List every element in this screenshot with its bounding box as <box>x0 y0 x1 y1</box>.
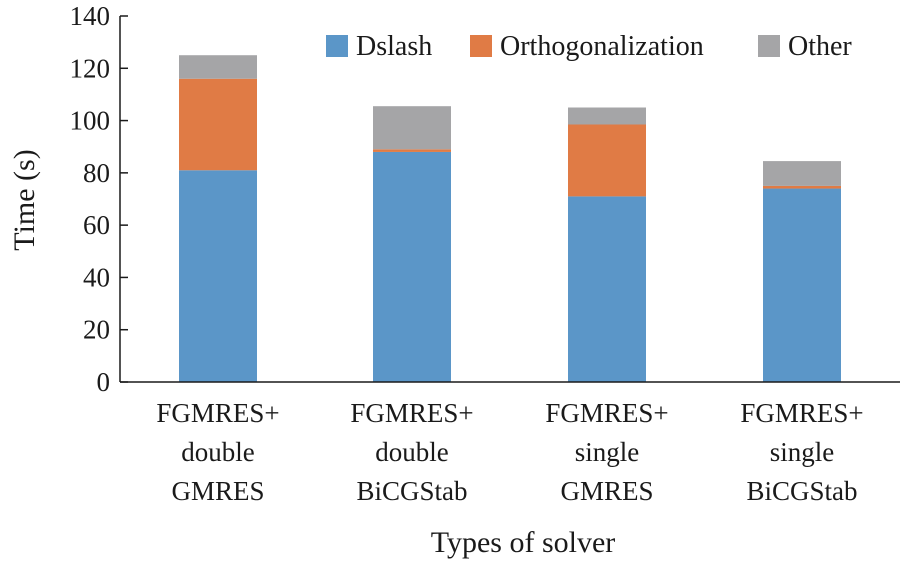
y-tick-label: 100 <box>70 106 111 136</box>
y-tick-label: 80 <box>83 158 110 188</box>
x-category-label: FGMRES+ <box>545 398 668 428</box>
y-tick-label: 20 <box>83 315 110 345</box>
bar-segment-dslash <box>568 196 646 382</box>
bar-segment-dslash <box>373 151 451 382</box>
y-axis-title: Time (s) <box>8 149 41 250</box>
legend-label-dslash: Dslash <box>356 31 432 62</box>
x-category-label: BiCGStab <box>356 476 467 506</box>
legend-label-other: Other <box>788 31 852 62</box>
bar-segment-orthogonalization <box>373 149 451 152</box>
bar-segment-orthogonalization <box>763 185 841 189</box>
x-category-label: FGMRES+ <box>156 398 279 428</box>
bar-segment-other <box>763 161 841 186</box>
bar-segment-other <box>373 106 451 150</box>
x-category-label: BiCGStab <box>746 476 857 506</box>
x-category-label: single <box>575 437 640 467</box>
bar-segment-dslash <box>179 170 257 382</box>
x-category-label: double <box>375 437 449 467</box>
bar-segment-dslash <box>763 188 841 382</box>
bars-group <box>179 55 841 382</box>
y-tick-label: 60 <box>83 210 110 240</box>
bar-segment-other <box>179 55 257 79</box>
legend-swatch-orthogonalization <box>470 35 492 57</box>
legend-swatch-other <box>758 35 780 57</box>
bar-segment-other <box>568 107 646 125</box>
legend: Dslash Orthogonalization Other <box>326 31 852 62</box>
y-tick-label: 0 <box>97 367 111 397</box>
x-category-label: GMRES <box>171 476 264 506</box>
x-category-label: FGMRES+ <box>740 398 863 428</box>
x-category-label: FGMRES+ <box>350 398 473 428</box>
x-category-label: single <box>770 437 835 467</box>
bar-segment-orthogonalization <box>568 124 646 197</box>
x-category-labels: FGMRES+ double GMRES FGMRES+ double BiCGStab F… <box>156 398 863 506</box>
bar-segment-orthogonalization <box>179 78 257 171</box>
y-tick-label: 40 <box>83 262 110 292</box>
y-ticks-group: 0 20 40 60 80 100 120 140 <box>70 1 128 397</box>
x-category-label: GMRES <box>560 476 653 506</box>
legend-label-orthogonalization: Orthogonalization <box>500 31 704 62</box>
x-category-label: double <box>181 437 255 467</box>
y-tick-label: 120 <box>70 53 111 83</box>
y-tick-label: 140 <box>70 1 111 31</box>
x-axis-title: Types of solver <box>431 526 616 559</box>
legend-swatch-dslash <box>326 35 348 57</box>
